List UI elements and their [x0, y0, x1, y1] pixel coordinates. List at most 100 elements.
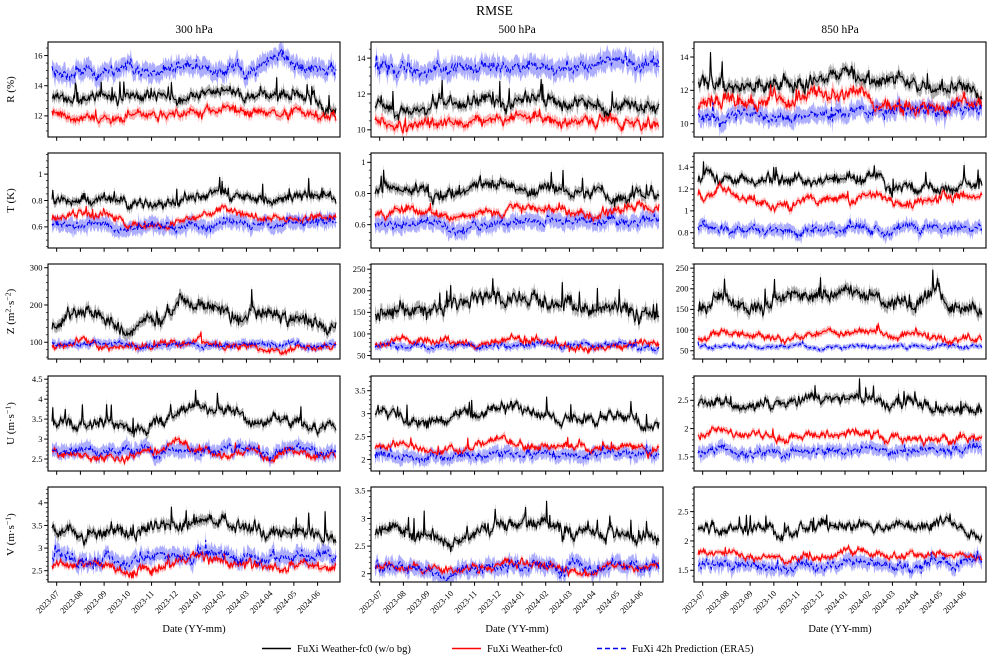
series-line: [51, 102, 337, 125]
y-tick-label: 4: [38, 498, 43, 508]
y-tick-label: 200: [353, 286, 366, 296]
panel-border: [47, 375, 341, 472]
y-axis-ticks: 2.5 3 3.5 4: [32, 488, 48, 581]
y-tick-label: 14: [680, 52, 689, 62]
panel-border: [693, 375, 987, 472]
x-axis-ticks: [702, 471, 965, 475]
y-tick-label: 3.5: [32, 414, 43, 424]
panel-V-850hPa: 1.522.52023-072023-082023-092023-102023-…: [678, 486, 987, 615]
series-line: [697, 84, 983, 117]
x-tick-label: 2024-01: [499, 588, 526, 615]
x-tick-label: 2023-11: [775, 588, 802, 615]
x-axis-ticks: [702, 359, 965, 363]
panel-border: [693, 486, 987, 583]
y-tick-label: 100: [353, 329, 366, 339]
y-tick-label: 2: [684, 423, 688, 433]
panel-T-500hPa: 0.6 0.8 1: [355, 152, 664, 252]
panel-border: [370, 486, 664, 583]
series-line: [51, 48, 337, 82]
series-line: [697, 543, 983, 565]
series-band: [52, 334, 336, 355]
x-tick-label: 2023-09: [404, 588, 431, 615]
series-band: [52, 328, 336, 357]
y-axis-ticks: 2.5 3 3.5 4 4.5: [32, 374, 48, 468]
series-line: [697, 550, 983, 575]
series-line: [51, 539, 337, 570]
x-tick-label: 2023-07: [357, 588, 384, 615]
series-band: [698, 432, 982, 465]
y-tick-label: 100: [676, 325, 689, 335]
y-tick-label: 1: [361, 157, 365, 167]
y-tick-label: 3.5: [355, 385, 366, 395]
series-band: [698, 212, 982, 245]
y-tick-label: 200: [676, 284, 689, 294]
x-tick-label: 2024-06: [941, 588, 968, 615]
series-line: [51, 289, 337, 338]
x-tick-label: 2024-04: [247, 588, 275, 616]
legend-label: FuXi Weather-fc0: [487, 644, 562, 655]
panel-R-300hPa: 12 14 16: [34, 41, 341, 141]
y-tick-label: 0.8: [355, 188, 366, 198]
y-tick-label: 2: [361, 569, 365, 579]
series-line: [374, 213, 660, 237]
panel-T-850hPa: 0.8 1 1.2 1.4: [678, 152, 987, 252]
series-line: [51, 550, 337, 579]
y-tick-label: 0.6: [32, 222, 43, 232]
panel-border: [370, 375, 664, 472]
panel-border: [693, 152, 987, 249]
x-axis-ticks: [379, 359, 642, 363]
y-axis-ticks: 0.6 0.8 1: [355, 154, 371, 241]
y-tick-label: 4.5: [32, 374, 43, 384]
panel-U-300hPa: 2.5 3 3.5 4 4.5: [32, 374, 341, 475]
y-axis-ticks: 10 12 14: [357, 48, 371, 135]
x-tick-label: 2024-03: [224, 588, 251, 615]
series-band: [698, 542, 982, 567]
series-band: [52, 42, 336, 90]
x-axis-ticks: [56, 471, 319, 475]
x-tick-label: 2023-08: [58, 588, 85, 615]
series-band: [698, 338, 982, 353]
panel-Z-300hPa: 100 200 300: [30, 263, 341, 363]
series-line: [697, 438, 983, 460]
x-tick-label: 2023-11: [129, 588, 156, 615]
x-tick-label: 2024-02: [846, 588, 873, 615]
y-tick-label: 10: [357, 125, 366, 135]
series-band: [698, 423, 982, 449]
y-tick-label: 150: [676, 304, 689, 314]
series-line: [374, 557, 660, 582]
x-axis-ticks: [56, 248, 319, 252]
y-tick-label: 100: [30, 337, 43, 347]
x-tick-label: 2023-08: [381, 588, 408, 615]
x-tick-label: 2023-09: [81, 588, 108, 615]
y-tick-label: 50: [680, 346, 689, 356]
x-tick-label: 2024-05: [271, 588, 298, 615]
y-tick-label: 2.5: [678, 395, 689, 405]
series-line: [697, 52, 983, 104]
y-tick-label: 2.5: [32, 454, 43, 464]
y-axis-ticks: 100 200 300: [30, 263, 48, 358]
x-tick-label: 2023-08: [704, 588, 731, 615]
series-band: [698, 544, 982, 580]
x-tick-label: 2024-06: [295, 588, 322, 615]
y-tick-label: 3.5: [355, 486, 366, 496]
series-line: [374, 434, 660, 459]
y-tick-label: 3: [361, 408, 365, 418]
series-line: [374, 79, 660, 121]
y-axis-ticks: 10 12 14: [680, 48, 694, 133]
series-band: [52, 386, 336, 443]
series-line: [697, 513, 983, 542]
x-axis-ticks: [56, 137, 319, 141]
column-header: 500 hPa: [498, 24, 535, 36]
x-tick-label: 2023-07: [680, 588, 707, 615]
y-tick-label: 300: [30, 263, 43, 273]
x-tick-label: 2024-02: [200, 588, 227, 615]
series-line: [51, 204, 337, 231]
x-axis-ticks: [702, 248, 965, 252]
x-tick-label: 2024-01: [176, 588, 203, 615]
series-line: [374, 199, 660, 223]
series-line: [51, 506, 337, 546]
series-line: [374, 169, 660, 208]
series-band: [375, 44, 659, 89]
y-axis-title: Z (m2·s−2): [4, 288, 17, 334]
series-line: [51, 77, 337, 118]
